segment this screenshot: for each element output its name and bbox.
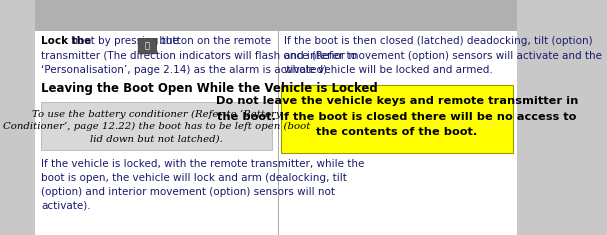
FancyBboxPatch shape bbox=[138, 39, 157, 54]
Text: transmitter (The direction indicators will flash once (Refer to: transmitter (The direction indicators wi… bbox=[41, 51, 357, 61]
FancyBboxPatch shape bbox=[280, 85, 513, 153]
Text: the boot. If the boot is closed there will be no access to: the boot. If the boot is closed there wi… bbox=[217, 112, 577, 121]
Text: button on the remote: button on the remote bbox=[157, 36, 271, 47]
Text: Do not leave the vehicle keys and remote transmitter in: Do not leave the vehicle keys and remote… bbox=[215, 96, 578, 106]
Text: boot is open, the vehicle will lock and arm (dealocking, tilt: boot is open, the vehicle will lock and … bbox=[41, 173, 347, 183]
FancyBboxPatch shape bbox=[41, 102, 271, 150]
Text: whole vehicle will be locked and armed.: whole vehicle will be locked and armed. bbox=[283, 65, 492, 75]
Text: activate).: activate). bbox=[41, 201, 90, 211]
Text: boot by pressing the: boot by pressing the bbox=[68, 36, 178, 47]
Text: ‘Personalisation’, page 2.14) as the alarm is activated).: ‘Personalisation’, page 2.14) as the ala… bbox=[41, 65, 330, 75]
FancyBboxPatch shape bbox=[35, 0, 517, 31]
Text: Lock the: Lock the bbox=[41, 36, 91, 47]
Text: To use the battery conditioner (Refer to ‘Battery
Conditioner’, page 12.22) the : To use the battery conditioner (Refer to… bbox=[3, 110, 310, 143]
Text: (option) and interior movement (option) sensors will not: (option) and interior movement (option) … bbox=[41, 187, 335, 197]
Text: If the boot is then closed (latched) deadocking, tilt (option): If the boot is then closed (latched) dea… bbox=[283, 36, 592, 47]
Text: and interior movement (option) sensors will activate and the: and interior movement (option) sensors w… bbox=[283, 51, 602, 61]
FancyBboxPatch shape bbox=[35, 31, 517, 235]
Text: ⌗: ⌗ bbox=[145, 42, 150, 51]
Text: Leaving the Boot Open While the Vehicle is Locked: Leaving the Boot Open While the Vehicle … bbox=[41, 82, 378, 95]
Text: the contents of the boot.: the contents of the boot. bbox=[316, 127, 478, 137]
Text: If the vehicle is locked, with the remote transmitter, while the: If the vehicle is locked, with the remot… bbox=[41, 159, 364, 169]
